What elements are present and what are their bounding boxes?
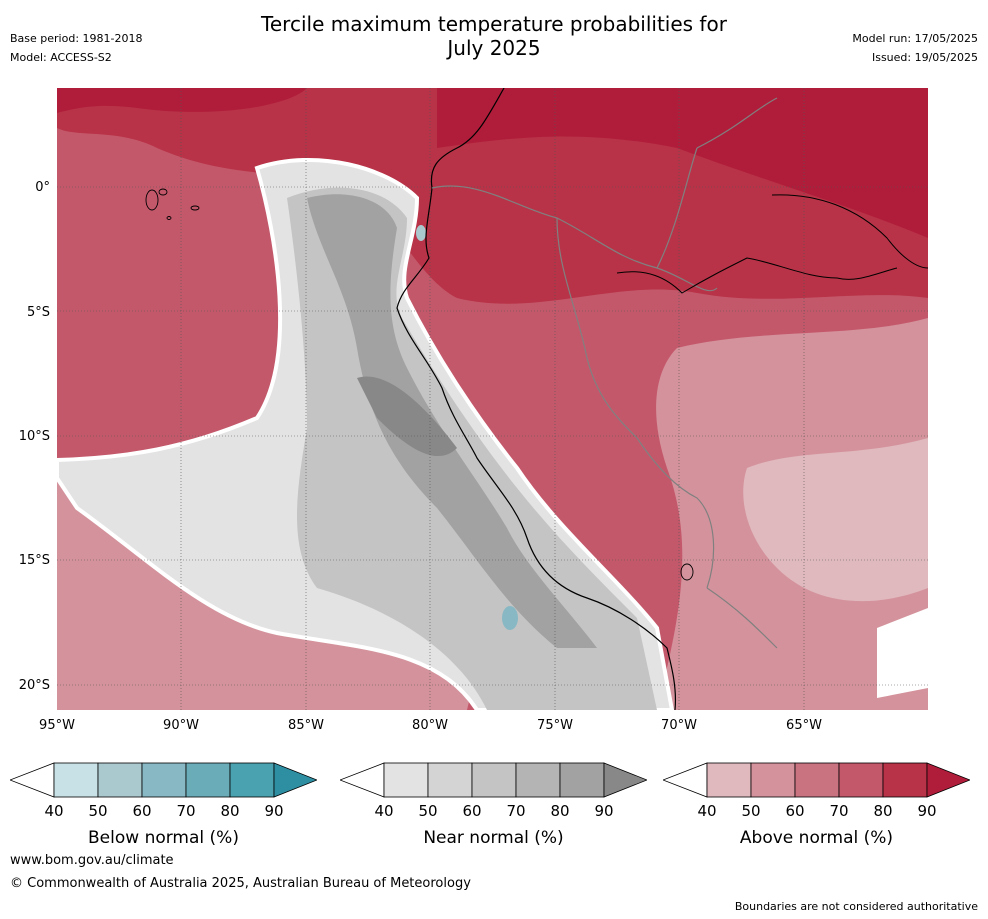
lat-label-0: 0° [35, 180, 50, 195]
tick-label: 40 [697, 802, 717, 820]
lon-label-95w: 95°W [39, 718, 75, 733]
colorbar-above-label: Above normal (%) [739, 828, 894, 848]
tick-label: 50 [418, 802, 438, 820]
colorbar-below-swatches [8, 762, 319, 798]
colorbar-above-ticks: 40 50 60 70 80 90 [663, 802, 970, 822]
colorbar-above-swatches [661, 762, 972, 798]
colorbar-over-triangle [926, 762, 972, 798]
probability-map [57, 88, 928, 710]
lat-label-10s: 10°S [18, 429, 50, 444]
colorbar-swatch [706, 762, 752, 798]
lon-label-90w: 90°W [163, 718, 199, 733]
colorbar-swatch [471, 762, 517, 798]
above-90-region-west [57, 88, 307, 113]
tick-label: 60 [785, 802, 805, 820]
below-normal-spot-north [416, 225, 426, 241]
map-title: Tercile maximum temperature probabilitie… [0, 12, 988, 60]
tick-label: 60 [462, 802, 482, 820]
website-link[interactable]: www.bom.gov.au/climate [10, 853, 174, 868]
lon-label-85w: 85°W [288, 718, 324, 733]
tick-label: 40 [374, 802, 394, 820]
colorbar-below-normal: 40 50 60 70 80 90 Below normal (%) [8, 762, 319, 862]
right-metadata: Model run: 17/05/2025 Issued: 19/05/2025 [852, 32, 978, 65]
tick-label: 80 [220, 802, 240, 820]
tick-label: 50 [741, 802, 761, 820]
colorbar-swatch [559, 762, 605, 798]
colorbar-near-normal: 40 50 60 70 80 90 Near normal (%) [338, 762, 649, 862]
above-40-region-east [743, 438, 928, 602]
colorbar-swatch [515, 762, 561, 798]
lat-label-5s: 5°S [26, 305, 50, 320]
tick-label: 80 [873, 802, 893, 820]
graticule [57, 88, 928, 710]
colorbar-under-triangle [338, 762, 385, 798]
title-line-1: Tercile maximum temperature probabilitie… [261, 12, 727, 36]
river-lines [616, 194, 928, 294]
tick-label: 70 [176, 802, 196, 820]
model-name: Model: ACCESS-S2 [10, 51, 112, 64]
colorbar-near-ticks: 40 50 60 70 80 90 [340, 802, 647, 822]
tick-label: 90 [264, 802, 284, 820]
colorbar-swatch [185, 762, 231, 798]
lake-titicaca [680, 563, 694, 581]
galapagos-islands [145, 188, 200, 220]
colorbar-below-label: Below normal (%) [88, 828, 239, 848]
colorbar-swatch [97, 762, 143, 798]
colorbar-near-swatches [338, 762, 649, 798]
colorbar-under-triangle [8, 762, 55, 798]
colorbar-swatch [383, 762, 429, 798]
coastline [396, 88, 677, 710]
left-metadata: Base period: 1981-2018 Model: ACCESS-S2 [10, 32, 142, 65]
title-line-2: July 2025 [447, 36, 541, 60]
white-region-east [877, 608, 928, 698]
colorbar-under-triangle [661, 762, 708, 798]
colorbar-swatch [750, 762, 796, 798]
lon-label-80w: 80°W [412, 718, 448, 733]
lon-label-75w: 75°W [537, 718, 573, 733]
colorbar-swatch [141, 762, 187, 798]
colorbar-over-triangle [273, 762, 319, 798]
tick-label: 50 [88, 802, 108, 820]
colorbar-below-ticks: 40 50 60 70 80 90 [10, 802, 317, 822]
lat-label-20s: 20°S [18, 678, 50, 693]
tick-label: 70 [829, 802, 849, 820]
country-borders [431, 97, 778, 649]
lon-label-65w: 65°W [786, 718, 822, 733]
model-run: Model run: 17/05/2025 [852, 32, 978, 45]
colorbar-over-triangle [603, 762, 649, 798]
copyright-text: © Commonwealth of Australia 2025, Austra… [10, 876, 471, 891]
lat-label-15s: 15°S [18, 553, 50, 568]
boundaries-disclaimer: Boundaries are not considered authoritat… [734, 900, 978, 913]
lon-label-70w: 70°W [661, 718, 697, 733]
near-normal-80-region [307, 194, 597, 648]
colorbar-swatch [53, 762, 99, 798]
tick-label: 60 [132, 802, 152, 820]
tick-label: 40 [44, 802, 64, 820]
colorbar-near-label: Near normal (%) [423, 828, 564, 848]
colorbar-swatch [427, 762, 473, 798]
colorbar-swatch [229, 762, 275, 798]
issued-date: Issued: 19/05/2025 [871, 51, 978, 64]
tick-label: 80 [550, 802, 570, 820]
above-90-region [437, 88, 928, 238]
tick-label: 90 [594, 802, 614, 820]
tick-label: 70 [506, 802, 526, 820]
below-normal-spot [502, 606, 518, 630]
colorbar-swatch [838, 762, 884, 798]
tick-label: 90 [917, 802, 937, 820]
base-period: Base period: 1981-2018 [10, 32, 143, 45]
colorbar-swatch [794, 762, 840, 798]
colorbar-above-normal: 40 50 60 70 80 90 Above normal (%) [661, 762, 972, 862]
colorbar-swatch [882, 762, 928, 798]
